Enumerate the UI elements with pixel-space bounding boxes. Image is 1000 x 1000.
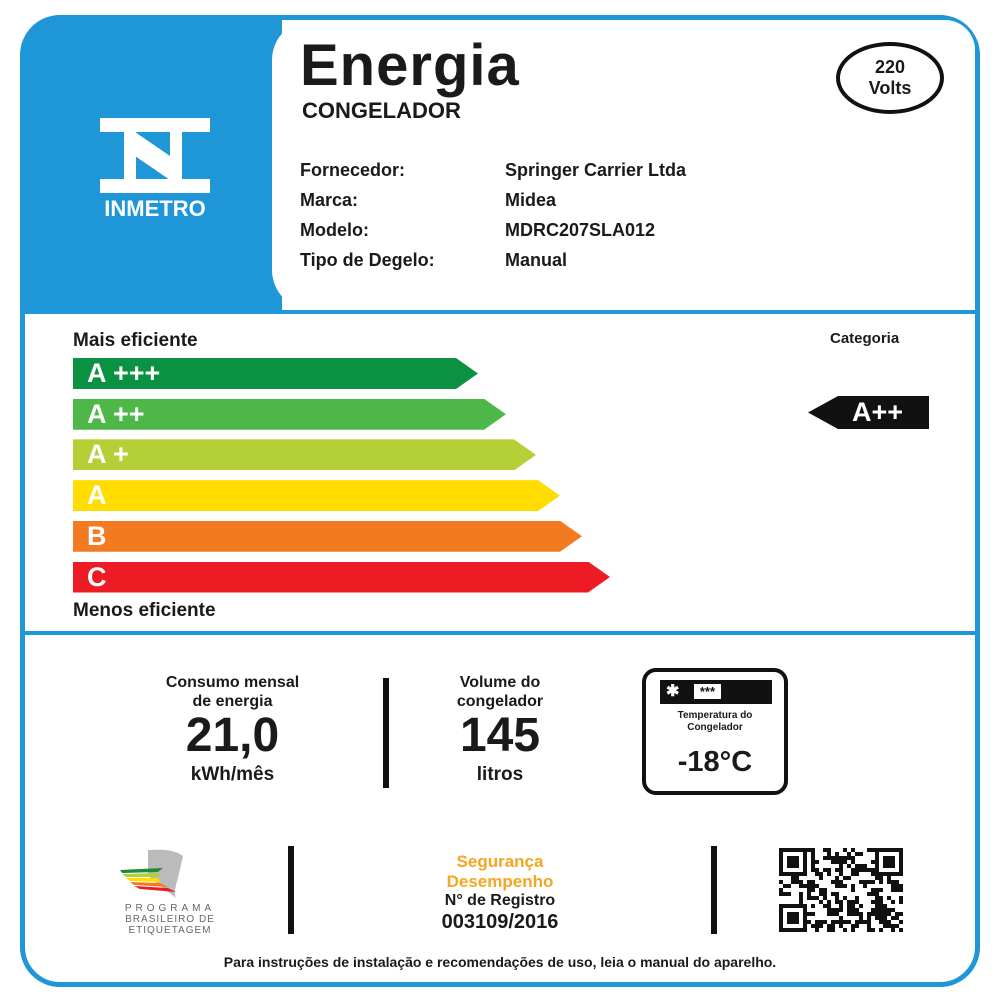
inmetro-seal-text: Segurança Desempenho <box>390 852 610 892</box>
voltage-value: 220 <box>874 57 906 77</box>
efficiency-class-bar: A <box>73 480 560 511</box>
info-value: MDRC207SLA012 <box>505 220 656 240</box>
category-arrow: A++ <box>808 396 929 429</box>
divider <box>22 631 978 635</box>
temperature-value: -18°C <box>677 746 753 778</box>
pbe-logo-icon <box>118 848 188 898</box>
efficiency-class-bar: B <box>73 521 582 552</box>
least-efficient-label: Menos eficiente <box>73 600 216 621</box>
pbe-logo-text: PROGRAMA BRASILEIRO DE ETIQUETAGEM <box>100 903 240 936</box>
separator <box>383 678 389 788</box>
info-value: Manual <box>505 250 568 270</box>
volume-label-line: Volume do <box>459 674 541 691</box>
volume-unit: litros <box>476 764 524 785</box>
label-title: Energia <box>300 33 520 98</box>
seal-line: Desempenho <box>446 872 554 891</box>
separator <box>288 846 294 934</box>
qr-code-icon[interactable] <box>779 848 903 932</box>
consumption-unit: kWh/mês <box>190 764 275 785</box>
info-value: Midea <box>505 190 557 210</box>
separator <box>711 846 717 934</box>
efficiency-class-bar: A ++ <box>73 399 506 430</box>
category-label: Categoria <box>830 330 900 347</box>
footer-note: Para instruções de instalação e recomend… <box>223 954 777 970</box>
efficiency-class-bar: A + <box>73 439 536 470</box>
snowflake-icon: ✱ <box>666 683 680 700</box>
temperature-label-line: Temperatura do <box>677 710 753 721</box>
inmetro-logo-icon <box>100 118 210 193</box>
efficiency-class-bar: A +++ <box>73 358 478 389</box>
most-efficient-label: Mais eficiente <box>73 330 198 351</box>
volume-value: 145 <box>459 709 541 762</box>
freezer-stars-icon: ✱ *** <box>660 680 772 704</box>
info-label: Tipo de Degelo: <box>300 250 435 270</box>
temperature-label: Temperatura do Congelador <box>646 710 784 734</box>
efficiency-class-bar: C <box>73 562 610 593</box>
inmetro-logo-text: INMETRO <box>104 196 206 221</box>
voltage-badge: 220 Volts <box>836 42 944 114</box>
volume-label-line: congelador <box>456 693 544 710</box>
pbe-text-line: PROGRAMA <box>124 903 216 914</box>
temperature-label-line: Congelador <box>687 722 743 733</box>
info-label: Fornecedor: <box>300 160 406 180</box>
volume-label: Volume do congelador <box>410 673 590 711</box>
label-frame <box>20 15 980 987</box>
consumption-label-line: Consumo mensal <box>165 674 300 691</box>
consumption-label: Consumo mensal de energia <box>120 673 345 711</box>
label-subtitle: CONGELADOR <box>302 98 461 123</box>
stars: *** <box>693 684 722 699</box>
pbe-text-line: BRASILEIRO DE <box>125 914 215 925</box>
registration-number: 003109/2016 <box>441 911 559 933</box>
info-label: Modelo: <box>300 220 369 240</box>
divider <box>22 310 978 314</box>
consumption-value: 21,0 <box>185 709 280 762</box>
pbe-text-line: ETIQUETAGEM <box>128 925 212 936</box>
seal-line: Segurança <box>456 852 544 871</box>
info-value: Springer Carrier Ltda <box>505 160 687 180</box>
registration-label: N° de Registro <box>444 892 556 909</box>
consumption-label-line: de energia <box>192 693 273 710</box>
voltage-unit: Volts <box>868 78 912 98</box>
temperature-box: ✱ *** Temperatura do Congelador -18°C <box>642 668 788 795</box>
info-label: Marca: <box>300 190 359 210</box>
